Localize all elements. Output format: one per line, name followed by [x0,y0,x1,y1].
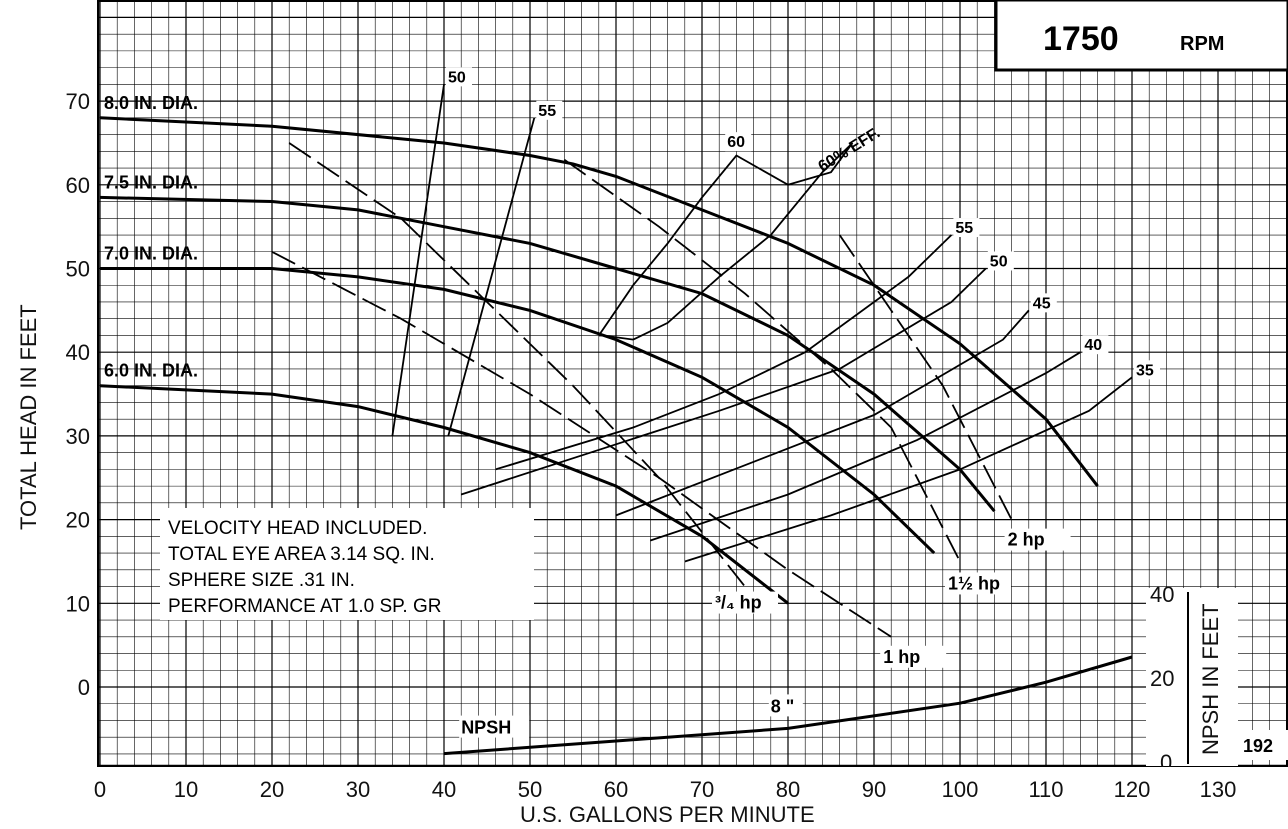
impeller-label-0: 8.0 IN. DIA. [104,93,198,113]
y-tick-label: 40 [66,340,90,365]
horsepower-label-2: 1½ hp [948,573,1000,593]
efficiency-label-bg-5 [1082,335,1109,355]
npsh-impeller-label: 8 " [771,696,795,716]
x-tick-label: 130 [1200,777,1237,802]
x-axis-ticks: 0 10 20 30 40 50 60 70 80 90 100 110 120 130 [0,767,1288,829]
efficiency-line-6 [684,376,1133,563]
efficiency-label-bg-2 [953,218,980,238]
y-tick-label: 50 [66,257,90,282]
series-layer [99,84,1133,756]
y-axis-ticks: 0 10 20 30 40 50 60 70 [0,0,97,767]
x-tick-label: 90 [862,777,886,802]
y-tick-label: 70 [66,89,90,114]
x-tick-label: 40 [432,777,456,802]
y-tick-label: 60 [66,173,90,198]
efficiency-label-bg-3 [987,251,1014,271]
rpm-value: 1750 [1043,20,1119,58]
efficiency-label-bg-0 [446,67,472,87]
rpm-unit: RPM [1180,33,1224,55]
efficiency-line-3 [460,267,987,496]
x-tick-label: 110 [1028,777,1063,802]
efficiency-label-0: 50 [448,69,466,86]
horsepower-label-bg-3 [1004,528,1071,551]
efficiency-label-bg-1 [536,100,563,120]
efficiency-line-4 [615,309,1030,517]
horsepower-label-1: 1 hp [883,647,920,667]
npsh-impeller-label-bg [768,694,803,717]
npsh-axis: NPSH IN FEET 0 20 40 [1146,582,1238,775]
impeller-label-2: 7.0 IN. DIA. [104,244,198,264]
x-axis-band [0,767,1288,829]
horsepower-line-1 [271,251,892,638]
horsepower-label-0: ³/₄ hp [715,593,762,613]
y-axis-band [0,0,97,767]
x-tick-label: 80 [776,777,800,802]
npsh-tick-40: 40 [1150,582,1174,607]
x-tick-label: 20 [260,777,284,802]
efficiency-label-bg-6 [1134,360,1160,380]
y-tick-label: 20 [66,508,90,533]
note-line-2: TOTAL EYE AREA 3.14 SQ. IN. [168,544,435,565]
horsepower-label-bg-2 [945,572,1011,595]
horsepower-line-2 [563,158,961,562]
npsh-tick-20: 20 [1150,666,1174,691]
efficiency-60-label-bg [725,132,752,152]
figure-number: 192 [1243,736,1273,756]
x-tick-label: 100 [942,777,979,802]
notes-box: VELOCITY HEAD INCLUDED. TOTAL EYE AREA 3… [160,508,534,620]
horsepower-label-bg-0 [712,591,778,614]
horsepower-label-3: 2 hp [1008,530,1045,550]
x-tick-label: 120 [1114,777,1151,802]
impeller-label-1: 7.5 IN. DIA. [104,172,198,192]
impeller-label-3: 6.0 IN. DIA. [104,361,198,381]
x-tick-label: 0 [94,777,106,802]
npsh-curve [443,655,1133,756]
x-tick-label: 60 [604,777,628,802]
efficiency-label-3: 50 [990,254,1008,271]
figure-number-box: 192 [1238,730,1288,760]
efficiency-line-2 [495,234,953,471]
x-tick-label: 10 [174,777,198,802]
efficiency-60-label: 60 [727,134,745,151]
x-axis-title: U.S. GALLONS PER MINUTE [520,802,815,827]
impeller-curve-1 [99,195,996,513]
efficiency-label-5: 40 [1084,337,1102,354]
efficiency-label-6: 35 [1136,362,1154,379]
efficiency-line-5 [650,351,1081,542]
horsepower-line-0 [288,142,746,588]
x-tick-label: 30 [346,777,370,802]
note-line-1: VELOCITY HEAD INCLUDED. [168,518,427,539]
plot-frame [96,0,1288,768]
efficiency-label-4: 45 [1033,295,1051,312]
rpm-box: 1750 RPM [994,0,1288,72]
x-tick-label: 70 [690,777,714,802]
y-axis-title: TOTAL HEAD IN FEET [16,304,41,530]
y-tick-label: 10 [66,591,90,616]
impeller-curve-2 [100,267,936,555]
horsepower-line-3 [838,234,1013,521]
horsepower-label-bg-1 [880,645,947,668]
y-tick-label: 30 [66,424,90,449]
efficiency-label-2: 55 [955,220,973,237]
efficiency-60-island [598,142,854,341]
npsh-axis-title: NPSH IN FEET [1198,603,1223,755]
npsh-label-bg [459,715,530,738]
npsh-label: NPSH [461,718,511,738]
x-tick-label: 50 [518,777,542,802]
note-line-3: SPHERE SIZE .31 IN. [168,570,355,591]
efficiency-line-1 [447,117,536,437]
efficiency-label-1: 55 [538,103,556,120]
y-tick-label: 0 [78,675,90,700]
efficiency-line-0 [391,84,445,437]
note-line-4: PERFORMANCE AT 1.0 SP. GR [168,596,441,617]
efficiency-label-bg-4 [1030,293,1057,313]
